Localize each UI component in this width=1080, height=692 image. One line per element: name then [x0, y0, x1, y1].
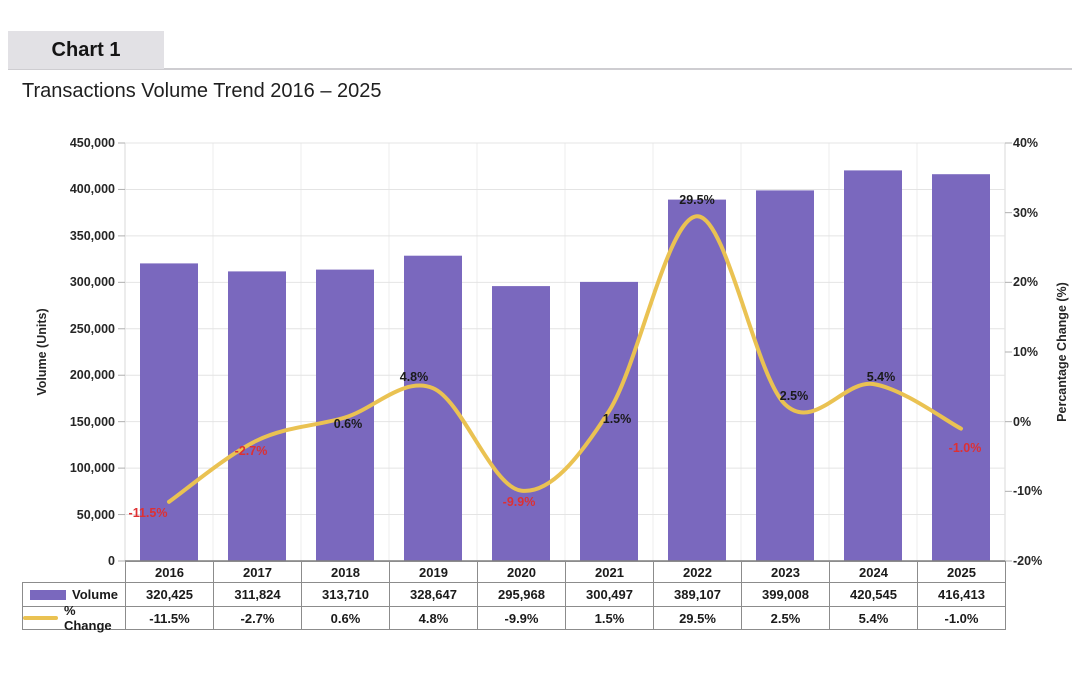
- pct-change-cell: 4.8%: [389, 606, 478, 630]
- right-axis-tick-label: 10%: [1013, 345, 1039, 359]
- volume-cell: 320,425: [125, 582, 214, 607]
- legend-pct-change: % Change: [22, 603, 126, 633]
- pct-change-data-label: -2.7%: [234, 444, 268, 459]
- right-axis-tick-label: 0%: [1013, 414, 1032, 429]
- pct-change-data-label: 0.6%: [333, 417, 363, 432]
- year-cell: 2023: [741, 561, 830, 583]
- volume-bar: [316, 269, 374, 561]
- year-cell: 2021: [565, 561, 654, 583]
- header-rule: [8, 68, 1072, 70]
- volume-cell: 300,497: [565, 582, 654, 607]
- pct-change-cell: -2.7%: [213, 606, 302, 630]
- chart-label: Chart 1: [51, 38, 121, 61]
- year-cell: 2024: [829, 561, 918, 583]
- pct-change-cell: -1.0%: [917, 606, 1006, 630]
- year-cell: 2022: [653, 561, 742, 583]
- left-axis-tick-label: 450,000: [69, 136, 115, 150]
- pct-change-cell: 5.4%: [829, 606, 918, 630]
- table-row: 2016 2017 2018 2019 2020 2021 2022 2023 2024 2025: [22, 561, 1022, 583]
- pct-change-cell: 2.5%: [741, 606, 830, 630]
- year-cell: 2025: [917, 561, 1006, 583]
- volume-cell: 295,968: [477, 582, 566, 607]
- volume-cell: 416,413: [917, 582, 1006, 607]
- left-axis-tick-label: 250,000: [69, 321, 115, 336]
- pct-change-data-label: 29.5%: [679, 193, 715, 208]
- year-cell: 2018: [301, 561, 390, 583]
- pct-change-data-label: 5.4%: [866, 370, 896, 385]
- volume-bar: [580, 281, 638, 561]
- table-row: % Change -11.5% -2.7% 0.6% 4.8% -9.9% 1.5% 29.5…: [22, 603, 1022, 633]
- pct-change-data-label: 1.5%: [602, 412, 632, 427]
- volume-bar: [844, 170, 902, 561]
- year-cell: 2016: [125, 561, 214, 583]
- pct-change-data-label: -11.5%: [128, 505, 168, 520]
- volume-bar: [756, 190, 814, 561]
- volume-bar: [140, 263, 198, 561]
- volume-cell: 420,545: [829, 582, 918, 607]
- legend-label: % Change: [63, 603, 112, 633]
- left-axis-tick-label: 50,000: [76, 507, 115, 522]
- left-axis-tick-label: 100,000: [69, 461, 115, 476]
- right-axis-tick-label: -20%: [1013, 554, 1043, 568]
- year-cell: 2017: [213, 561, 302, 583]
- left-axis-tick-label: 150,000: [69, 414, 115, 429]
- right-axis-tick-label: 30%: [1013, 205, 1039, 220]
- right-axis-tick-label: -10%: [1013, 484, 1043, 499]
- volume-bar: [668, 199, 726, 561]
- pct-change-cell: 0.6%: [301, 606, 390, 630]
- left-axis-tick-label: 350,000: [69, 228, 115, 243]
- volume-bar: [932, 174, 990, 561]
- legend-label: Volume: [72, 587, 118, 602]
- pct-change-data-label: 2.5%: [779, 389, 809, 404]
- table-row: Volume 320,425 311,824 313,710 328,647 295,96…: [22, 582, 1022, 607]
- volume-swatch-icon: [30, 589, 66, 600]
- left-axis-tick-label: 0: [108, 554, 115, 568]
- pct-change-cell: -9.9%: [477, 606, 566, 630]
- pct-change-line: [167, 214, 963, 504]
- data-table: 2016 2017 2018 2019 2020 2021 2022 2023 2024 2025…: [22, 561, 1022, 633]
- volume-cell: 328,647: [389, 582, 478, 607]
- volume-cell: 389,107: [653, 582, 742, 607]
- pct-change-cell: -11.5%: [125, 606, 214, 630]
- left-axis-tick-label: 200,000: [69, 368, 115, 383]
- pct-change-data-label: 4.8%: [399, 370, 429, 385]
- pct-change-line-icon: [23, 616, 58, 620]
- left-axis-tick-label: 300,000: [69, 275, 115, 290]
- chart-label-box: Chart 1: [8, 31, 164, 69]
- volume-cell: 399,008: [741, 582, 830, 607]
- pct-change-cell: 29.5%: [653, 606, 742, 630]
- right-axis-tick-label: 40%: [1013, 136, 1039, 150]
- chart-title: Transactions Volume Trend 2016 – 2025: [22, 80, 382, 102]
- year-cell: 2019: [389, 561, 478, 583]
- volume-bars: [140, 170, 990, 561]
- volume-cell: 313,710: [301, 582, 390, 607]
- pct-change-data-label: -1.0%: [948, 440, 982, 455]
- right-axis-tick-label: 20%: [1013, 275, 1039, 290]
- pct-change-cell: 1.5%: [565, 606, 654, 630]
- left-axis-tick-label: 400,000: [69, 182, 115, 197]
- pct-change-data-label: -9.9%: [502, 494, 536, 509]
- year-cell: 2020: [477, 561, 566, 583]
- volume-bar: [228, 271, 286, 561]
- volume-cell: 311,824: [213, 582, 302, 607]
- volume-bar: [492, 286, 550, 561]
